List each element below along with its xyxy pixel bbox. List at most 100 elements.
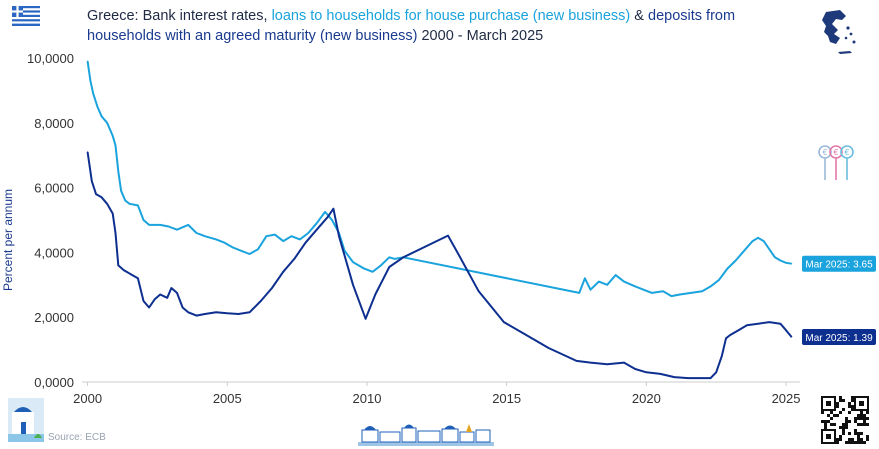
data-point: [791, 263, 793, 265]
data-point: [763, 240, 765, 242]
chart-source: Source: ECB: [48, 432, 106, 443]
data-point: [293, 258, 295, 260]
data-point: [176, 229, 178, 231]
data-point: [204, 313, 206, 315]
data-point: [89, 80, 91, 82]
y-tick-label: 6,0000: [34, 181, 74, 196]
y-tick-label: 10,0000: [27, 51, 74, 66]
data-point: [142, 219, 145, 221]
data-point: [743, 250, 745, 252]
title-prefix: Greece: Bank interest rates,: [87, 8, 272, 24]
data-point: [148, 306, 150, 309]
data-point: [710, 377, 712, 379]
data-point: [634, 368, 636, 370]
data-point: [324, 211, 326, 213]
data-point: [101, 196, 103, 198]
data-point: [589, 362, 592, 364]
x-tick-label: 2010: [353, 391, 382, 406]
data-point: [316, 222, 318, 224]
greece-map-icon: [822, 10, 856, 54]
data-point: [117, 264, 119, 266]
data-point: [575, 360, 578, 362]
data-point: [131, 274, 133, 276]
data-point: [757, 323, 759, 325]
data-point: [159, 293, 161, 296]
data-point: [112, 212, 114, 215]
data-point: [128, 203, 131, 205]
data-point: [757, 237, 759, 239]
data-point: [117, 170, 119, 172]
data-point: [195, 315, 198, 317]
x-tick-label: 2020: [632, 391, 661, 406]
data-point: [95, 193, 97, 195]
data-point: [215, 238, 217, 240]
data-point: [154, 298, 156, 300]
data-point: [182, 306, 184, 309]
data-point: [316, 229, 318, 231]
data-point: [176, 292, 178, 294]
data-point: [204, 235, 206, 237]
data-point: [352, 261, 354, 263]
data-point: [223, 242, 226, 244]
data-point: [791, 336, 793, 338]
loans-end-label: Mar 2025: 3.65: [805, 260, 873, 271]
data-point: [124, 200, 126, 202]
cyclades-village-icon: [358, 424, 494, 446]
data-point: [299, 238, 301, 240]
data-point: [522, 332, 525, 334]
data-point: [365, 318, 367, 320]
data-point: [623, 281, 625, 283]
chart-title: Greece: Bank interest rates, loans to ho…: [87, 6, 747, 46]
data-point: [226, 312, 228, 314]
data-point: [701, 290, 703, 292]
data-point: [721, 355, 723, 357]
y-tick-label: 0,0000: [34, 375, 74, 390]
data-point: [352, 284, 354, 286]
data-point: [137, 277, 139, 279]
data-point: [166, 297, 168, 299]
data-point: [159, 224, 161, 226]
data-point: [120, 190, 122, 192]
loans-series-line: [86, 61, 792, 298]
data-point: [304, 242, 307, 244]
data-point: [598, 281, 600, 283]
data-point: [690, 292, 692, 294]
data-point: [779, 323, 782, 325]
data-point: [91, 180, 93, 182]
data-point: [142, 300, 145, 302]
data-point: [606, 363, 608, 365]
data-point: [726, 268, 729, 270]
loans-end-label-box: [802, 255, 876, 272]
title-deposits-series: deposits from households with an agreed …: [87, 8, 736, 44]
data-point: [101, 115, 103, 117]
data-point: [168, 225, 170, 228]
data-point: [265, 235, 267, 237]
data-point: [388, 266, 390, 268]
data-point: [260, 300, 262, 302]
data-point: [249, 311, 251, 313]
data-point: [271, 287, 273, 289]
data-point: [372, 271, 374, 273]
data-point: [659, 373, 661, 375]
data-point: [274, 234, 276, 236]
data-point: [240, 250, 242, 252]
data-point: [123, 269, 125, 271]
data-point: [779, 259, 782, 262]
data-point: [774, 256, 776, 258]
data-point: [187, 311, 189, 313]
data-point: [751, 240, 754, 242]
data-point: [715, 371, 717, 373]
data-point: [679, 293, 681, 296]
data-point: [170, 287, 172, 289]
data-point: [137, 204, 139, 206]
data-point: [388, 256, 390, 258]
data-point: [282, 240, 284, 242]
data-point: [578, 292, 580, 294]
data-point: [645, 371, 647, 373]
data-point: [746, 324, 748, 326]
data-point: [447, 235, 449, 237]
title-ampersand: &: [630, 8, 648, 24]
data-point: [662, 290, 664, 292]
data-point: [106, 122, 108, 124]
